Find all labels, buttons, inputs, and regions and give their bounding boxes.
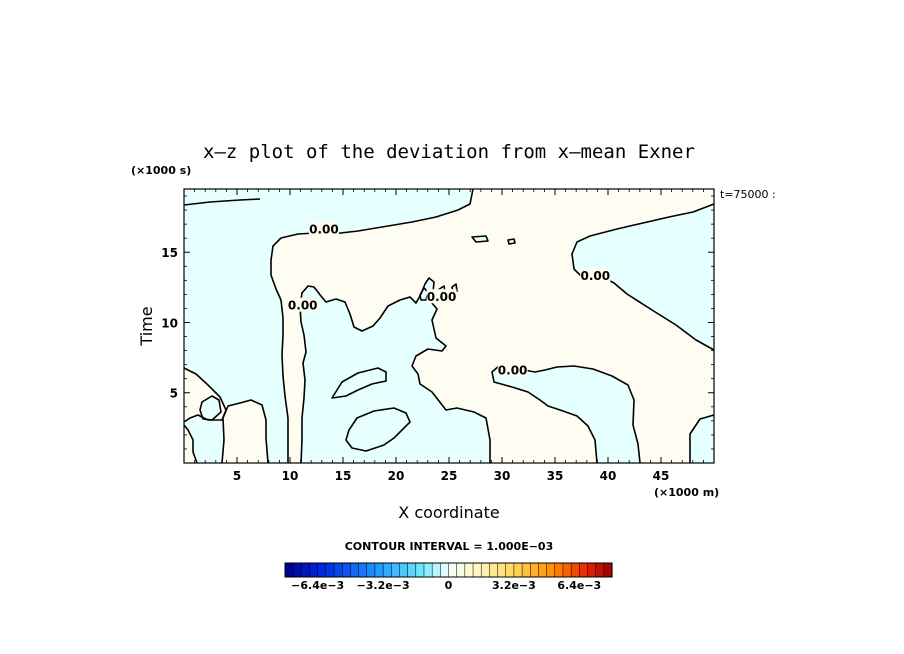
colorbar-cell [374,562,384,578]
x-unit-label: (×1000 m) [654,486,719,499]
colorbar-cell [350,562,360,578]
contour-line [471,235,489,243]
colorbar-cell [399,562,409,578]
x-tick-label: 15 [335,469,352,483]
contour-labels: 0.00 0.00 0.00 0.00 0.00 [287,221,611,377]
colorbar-cell [415,562,425,578]
time-label: t=75000 : [720,188,776,201]
contour-line [331,367,387,399]
contour-label: 0.00 [580,269,610,283]
colorbar-cell [366,562,376,578]
colorbar-cell [489,562,499,578]
x-tick-label: 40 [600,469,617,483]
colorbar-frame [284,562,613,578]
contour-label: 0.00 [427,290,457,304]
colorbar-cell [579,562,589,578]
colorbar-cell [440,562,450,578]
contour-line [571,203,715,351]
positive-region-main [184,189,714,463]
contour-interval-text: CONTOUR INTERVAL = 1.000E−03 [345,540,554,553]
y-tick-label: 5 [170,387,178,401]
colorbar-cell [448,562,458,578]
colorbar-cell [391,562,400,578]
colorbar-cell [407,562,417,578]
colorbar-cell [464,562,474,578]
colorbar-cell [546,562,556,578]
contour-line [199,395,222,421]
colorbar-cell [341,562,351,578]
x-tick-label: 45 [653,469,670,483]
colorbar-cell [456,562,466,578]
colorbar-cell [423,562,433,578]
colorbar-tick-label: 6.4e−3 [557,579,601,592]
colorbar-cell [587,562,597,578]
x-tick-label: 5 [233,469,241,483]
contour-label: 0.00 [309,223,339,237]
contour-label-bg [287,297,318,312]
x-tick-label: 35 [547,469,564,483]
contour-label-bg [580,268,611,283]
contour-line [507,238,516,245]
colorbar-cell [497,562,507,578]
colorbar-cell [292,562,302,578]
contour-line [345,407,411,452]
y-tick-label: 10 [161,316,178,330]
negative-island [200,396,221,420]
x-axis-label: X coordinate [398,503,499,522]
colorbar-tick-label: −6.4e−3 [291,579,344,592]
contour-line [221,399,269,464]
colorbar-tick-label: −3.2e−3 [357,579,410,592]
colorbar-cell [309,562,319,578]
colorbar-cell [317,562,327,578]
contour-line [183,367,227,423]
contour-line [689,414,715,463]
axis-ticks: 5 10 15 20 25 30 35 40 45 5 10 15 [161,189,714,483]
x-tick-label: 30 [494,469,511,483]
colorbar-cell [513,562,523,578]
x-tick-label: 20 [388,469,405,483]
contour-label-bg [308,221,339,236]
colorbar-cell [595,562,605,578]
y-unit-label: (×1000 s) [131,164,191,177]
contour-label-bg [426,289,457,304]
contour-line [270,188,474,463]
contour-label: 0.00 [288,299,318,313]
contour-line [183,198,261,206]
colorbar-tick-label: 3.2e−3 [492,579,536,592]
colorbar-cell [284,562,294,578]
contour-line [299,277,491,464]
colorbar-cell [333,562,343,578]
y-tick-label: 15 [161,246,178,260]
x-tick-label: 10 [282,469,299,483]
colorbar-cell [538,562,548,578]
colorbar: −6.4e−3 −3.2e−3 0 3.2e−3 6.4e−3 [284,562,613,592]
colorbar-cell [554,562,564,578]
colorbar-cell [603,562,613,578]
plot-area: 0.00 0.00 0.00 0.00 0.00 5 10 15 20 25 30 35 40 45 5 1… [161,188,715,483]
x-tick-label: 25 [441,469,458,483]
y-axis-label: Time [137,306,156,346]
negative-island [346,408,410,451]
colorbar-cell [480,562,490,578]
colorbar-cell [472,562,482,578]
contour-lines [183,188,715,464]
contour-label-bg [497,362,528,377]
colorbar-cell [358,562,368,578]
colorbar-cell [505,562,515,578]
colorbar-cell [570,562,580,578]
contour-line [183,424,198,464]
colorbar-cell [431,562,441,578]
colorbar-cell [562,562,572,578]
colorbar-cell [325,562,335,578]
colorbar-cell [382,562,392,578]
colorbar-tick-label: 0 [445,579,453,592]
contour-label: 0.00 [498,363,528,377]
negative-island [332,368,386,398]
chart-title: x–z plot of the deviation from x–mean Ex… [203,141,695,163]
colorbar-cell [301,562,311,578]
colorbar-cell [530,562,539,578]
colorbar-cell [521,562,531,578]
